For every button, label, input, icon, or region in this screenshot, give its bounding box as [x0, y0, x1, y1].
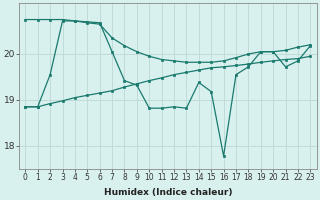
X-axis label: Humidex (Indice chaleur): Humidex (Indice chaleur): [104, 188, 232, 197]
